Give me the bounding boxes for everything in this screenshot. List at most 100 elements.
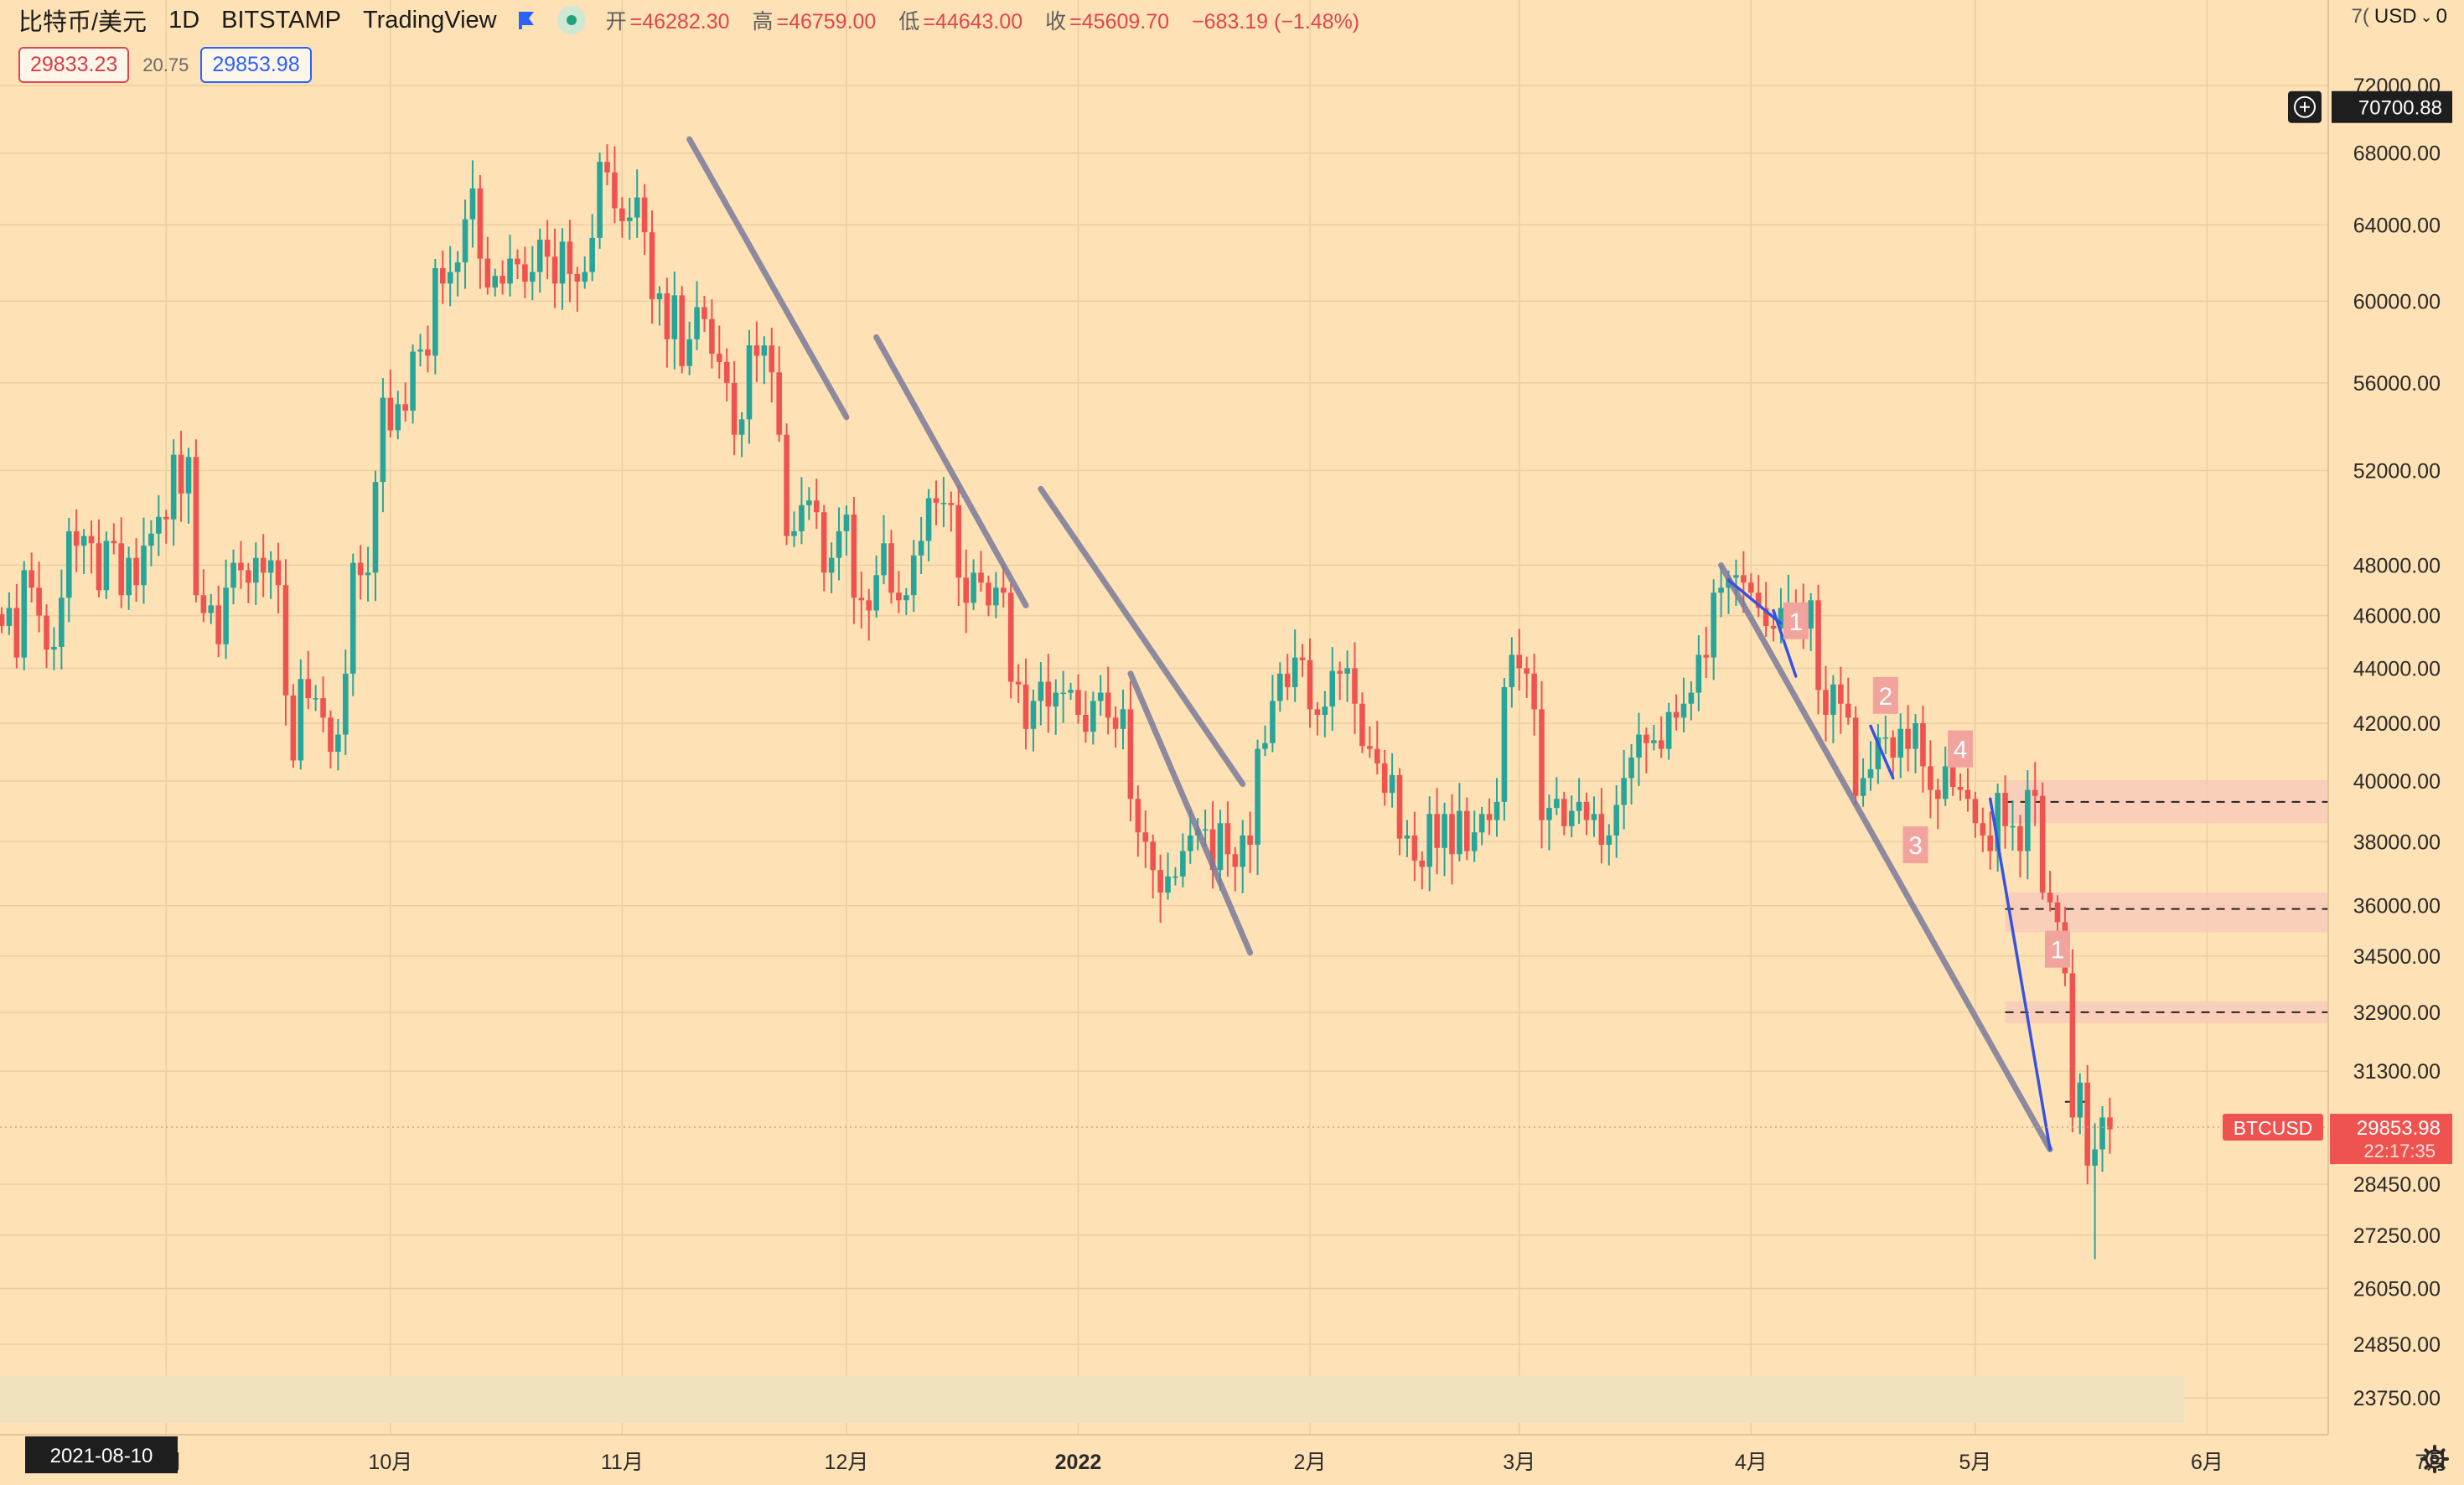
candle [395, 391, 401, 440]
candle-body [6, 608, 13, 626]
candle-body [1755, 592, 1762, 608]
candle-body [589, 237, 595, 272]
candle [536, 228, 543, 293]
candle [986, 575, 991, 617]
candle-body [328, 717, 334, 753]
candle [36, 561, 42, 633]
candle [1680, 677, 1687, 732]
candle [791, 511, 797, 547]
candle [918, 516, 924, 574]
candle-body [536, 240, 543, 272]
candle [170, 439, 177, 546]
high-label: 高 [752, 10, 774, 34]
candle-body [260, 557, 267, 573]
candle-body [357, 562, 364, 576]
candle-body [597, 162, 603, 238]
currency-selector[interactable]: 7( USD ⌄ 0 [2344, 3, 2454, 30]
candle [1449, 794, 1455, 885]
candle-body [1404, 835, 1411, 839]
gear-icon[interactable] [2420, 1445, 2449, 1473]
candle [1606, 824, 1612, 866]
candle-body [971, 572, 976, 603]
candle-body [200, 595, 207, 613]
candle-body [343, 673, 349, 735]
candle-body [1097, 692, 1104, 701]
sell-button[interactable]: 29833.23 [18, 47, 130, 83]
candle-body [1711, 592, 1716, 658]
interval[interactable]: 1D [168, 6, 200, 34]
candle [910, 540, 917, 613]
candle [1957, 774, 1964, 801]
wave-labels: 1 2 3 4 1 [1783, 602, 2070, 968]
candle [1434, 788, 1440, 875]
candle [387, 370, 394, 437]
candle-body [477, 188, 484, 259]
candle [761, 336, 768, 385]
candle-body [163, 516, 169, 520]
candle [1030, 689, 1037, 752]
candle [589, 214, 595, 282]
candle [851, 497, 857, 624]
y-tick-label: 38000.00 [2353, 830, 2441, 854]
candle [51, 627, 57, 670]
trendline [1718, 562, 2053, 1152]
candle-body [933, 498, 940, 504]
candle [1060, 670, 1066, 723]
y-tick-label: 46000.00 [2353, 605, 2441, 629]
candle-body [1972, 799, 1979, 824]
symbol-name[interactable]: 比特币/美元 [18, 9, 148, 36]
flag-icon[interactable] [517, 10, 536, 30]
crosshair-price-bg [2332, 91, 2452, 123]
candle-body [1262, 742, 1268, 749]
candle [282, 559, 289, 726]
candle [694, 281, 700, 350]
candle-body [978, 572, 984, 583]
candle-body [1860, 778, 1866, 796]
candle [380, 378, 386, 513]
candle [1815, 584, 1821, 715]
candle [955, 485, 962, 607]
candle-body [776, 372, 782, 435]
buy-button[interactable]: 29853.98 [200, 47, 312, 83]
candle-body [813, 500, 820, 513]
y-tick-label: 23750.00 [2353, 1387, 2441, 1410]
candle [1284, 654, 1291, 701]
candle [1860, 758, 1866, 807]
open-value: =46282.30 [629, 10, 730, 34]
candle-body [417, 349, 423, 352]
candle-body [574, 273, 581, 282]
trendline [873, 334, 1029, 608]
candle [530, 246, 536, 301]
candle-body [1680, 703, 1687, 718]
candle [462, 199, 468, 289]
candle [597, 153, 603, 249]
candle [328, 710, 334, 768]
candle-body [387, 397, 394, 431]
candle [2002, 775, 2008, 849]
candle [1202, 810, 1209, 846]
candle-body [2069, 973, 2076, 1118]
candle-body [507, 258, 513, 284]
y-tick-label: 32900.00 [2353, 1001, 2441, 1025]
candle-body [544, 240, 551, 257]
candle-body [2039, 795, 2046, 893]
candle [753, 321, 760, 382]
candle-body [1823, 690, 1829, 716]
candle-body [604, 162, 610, 173]
candle [230, 549, 236, 605]
candle [1090, 691, 1096, 745]
candle [799, 477, 805, 545]
chevron-down-icon: ⌄ [2420, 8, 2433, 25]
candle-body [986, 582, 991, 606]
candle [1830, 675, 1836, 743]
candle [1591, 796, 1597, 837]
candle-body [769, 345, 775, 373]
change-value: −683.19 (−1.48%) [1191, 10, 1360, 34]
candle-body [335, 734, 341, 753]
market-status-icon[interactable] [556, 6, 586, 34]
candle-body [59, 598, 65, 647]
candle-body [1396, 774, 1403, 839]
candle [2054, 895, 2061, 934]
